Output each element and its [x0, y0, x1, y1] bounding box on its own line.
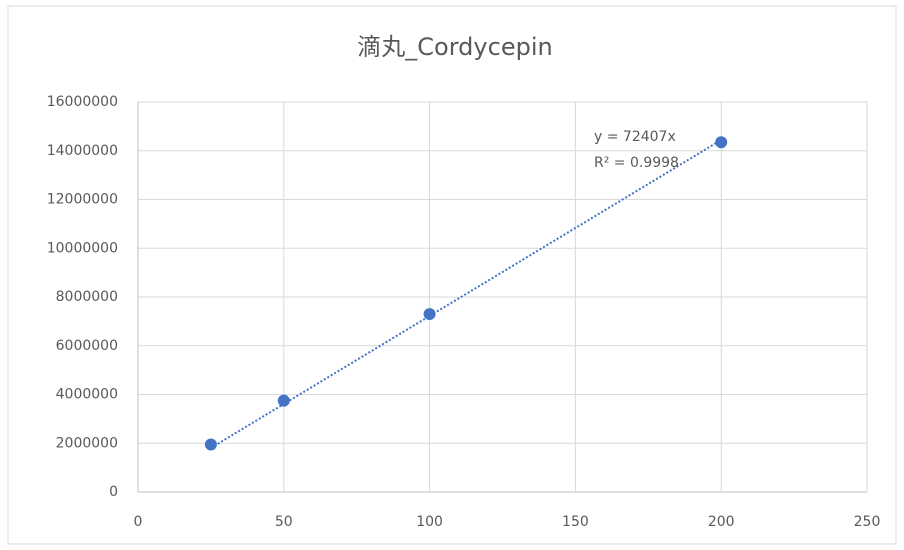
x-tick-label: 100 [416, 514, 443, 530]
y-tick-label: 14000000 [47, 143, 118, 159]
y-tick-label: 6000000 [56, 338, 118, 354]
x-tick-label: 250 [854, 514, 881, 530]
chart-border [7, 5, 897, 545]
x-tick-label: 200 [708, 514, 735, 530]
point [277, 394, 290, 407]
point [715, 136, 728, 149]
y-tick-label: 10000000 [47, 240, 118, 256]
chart-title: 滴丸_Cordycepin [357, 33, 552, 61]
x-tick-label: 50 [275, 514, 293, 530]
y-tick-label: 2000000 [56, 435, 118, 451]
y-tick-label: 12000000 [47, 192, 118, 208]
x-tick-label: 150 [562, 514, 589, 530]
point [204, 438, 217, 451]
x-tick-label: 0 [134, 514, 143, 530]
point [423, 308, 436, 321]
y-tick-label: 0 [109, 484, 118, 500]
trendline-label: R² = 0.9998 [594, 155, 679, 171]
y-tick-label: 8000000 [56, 289, 118, 305]
y-tick-label: 4000000 [56, 387, 118, 403]
trendline-label: y = 72407x [594, 129, 676, 145]
trendline [210, 139, 722, 449]
y-tick-label: 16000000 [47, 94, 118, 110]
